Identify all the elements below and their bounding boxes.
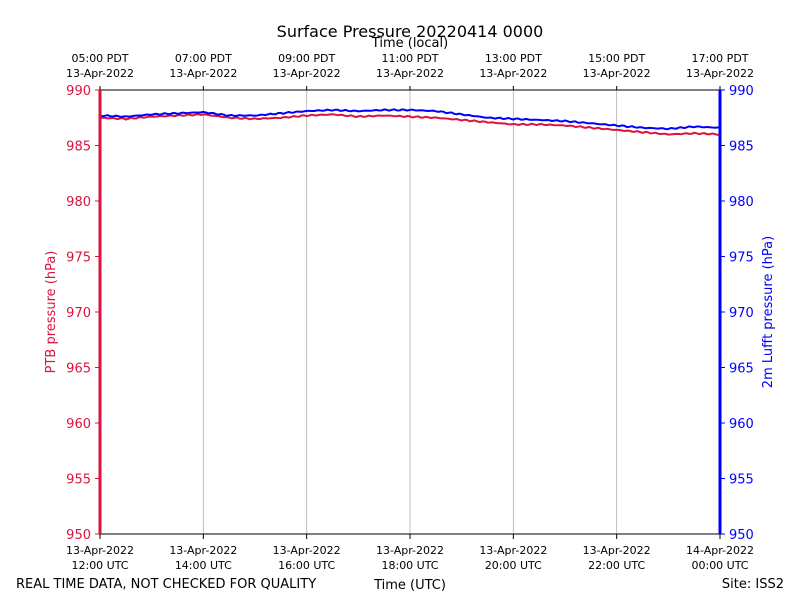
right-tick-label: 965 [729, 362, 754, 377]
left-tick-label: 950 [66, 528, 91, 543]
lufft-pressure-series-line [99, 108, 721, 131]
left-y-ticks: 950 955 960 965 970 975 980 985 990 [66, 84, 100, 543]
right-tick-label: 985 [729, 140, 754, 155]
quality-disclaimer: REAL TIME DATA, NOT CHECKED FOR QUALITY [16, 577, 316, 592]
vertical-gridlines [202, 90, 618, 534]
right-tick-label: 950 [729, 528, 754, 543]
bottom-tick-time: 12:00 UTC [71, 559, 128, 572]
top-tick-time: 09:00 PDT [278, 52, 335, 65]
bottom-tick-time: 22:00 UTC [588, 559, 645, 572]
chart-title: Surface Pressure 20220414 0000 [277, 22, 544, 41]
right-tick-label: 960 [729, 417, 754, 432]
right-y-ticks: 950 955 960 965 970 975 980 985 990 [720, 84, 754, 543]
bottom-tick-time: 00:00 UTC [691, 559, 748, 572]
top-tick-time: 17:00 PDT [691, 52, 748, 65]
ptb-pressure-series-line [99, 113, 721, 136]
top-tick-time: 11:00 PDT [381, 52, 438, 65]
bottom-tick-time: 14:00 UTC [175, 559, 232, 572]
bottom-tick-date: 13-Apr-2022 [479, 544, 547, 557]
bottom-tick-time: 16:00 UTC [278, 559, 335, 572]
site-label: Site: ISS2 [722, 577, 784, 592]
left-tick-label: 985 [66, 140, 91, 155]
left-tick-label: 970 [66, 306, 91, 321]
top-tick-date: 13-Apr-2022 [169, 67, 237, 80]
right-tick-label: 990 [729, 84, 754, 99]
x-axis-label: Time (UTC) [373, 578, 446, 593]
bottom-tick-date: 14-Apr-2022 [686, 544, 754, 557]
right-tick-label: 955 [729, 473, 754, 488]
series-layer [99, 108, 721, 136]
top-tick-date: 13-Apr-2022 [686, 67, 754, 80]
left-y-axis-label: PTB pressure (hPa) [44, 251, 59, 374]
right-y-axis-label: 2m Lufft pressure (hPa) [761, 236, 776, 388]
bottom-tick-date: 13-Apr-2022 [583, 544, 651, 557]
bottom-tick-time: 20:00 UTC [485, 559, 542, 572]
left-tick-label: 960 [66, 417, 91, 432]
bottom-tick-date: 13-Apr-2022 [66, 544, 134, 557]
top-tick-time: 05:00 PDT [71, 52, 128, 65]
top-tick-date: 13-Apr-2022 [479, 67, 547, 80]
left-tick-label: 990 [66, 84, 91, 99]
top-x-ticks: 05:00 PDT 13-Apr-2022 07:00 PDT 13-Apr-2022… [66, 52, 754, 90]
top-tick-date: 13-Apr-2022 [376, 67, 444, 80]
top-tick-time: 13:00 PDT [485, 52, 542, 65]
top-axis-label: Time (local) [371, 36, 448, 51]
right-tick-label: 980 [729, 195, 754, 210]
left-tick-label: 975 [66, 251, 91, 266]
bottom-tick-time: 18:00 UTC [381, 559, 438, 572]
top-tick-time: 07:00 PDT [175, 52, 232, 65]
right-tick-label: 970 [729, 306, 754, 321]
top-tick-date: 13-Apr-2022 [583, 67, 651, 80]
left-tick-label: 955 [66, 473, 91, 488]
top-tick-date: 13-Apr-2022 [273, 67, 341, 80]
top-tick-time: 15:00 PDT [588, 52, 645, 65]
bottom-tick-date: 13-Apr-2022 [273, 544, 341, 557]
bottom-tick-date: 13-Apr-2022 [169, 544, 237, 557]
bottom-x-ticks: 13-Apr-2022 12:00 UTC 13-Apr-2022 14:00 UTC… [66, 534, 754, 572]
left-tick-label: 965 [66, 362, 91, 377]
top-tick-date: 13-Apr-2022 [66, 67, 134, 80]
right-tick-label: 975 [729, 251, 754, 266]
left-tick-label: 980 [66, 195, 91, 210]
bottom-tick-date: 13-Apr-2022 [376, 544, 444, 557]
